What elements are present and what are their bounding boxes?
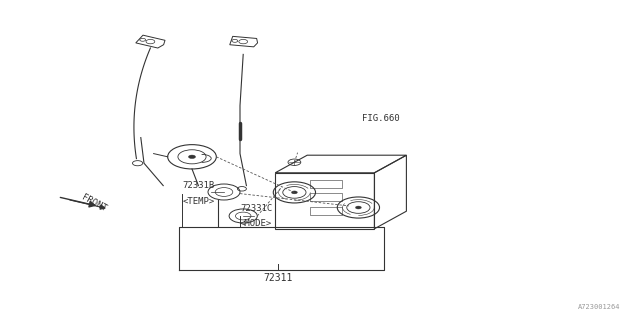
Text: 72331B: 72331B bbox=[182, 181, 214, 190]
Text: FIG.660: FIG.660 bbox=[362, 114, 399, 123]
Text: 72331C: 72331C bbox=[240, 204, 272, 213]
Text: <TEMP>: <TEMP> bbox=[182, 197, 214, 206]
Text: FRONT: FRONT bbox=[80, 193, 108, 213]
Text: 72311: 72311 bbox=[264, 273, 293, 284]
Circle shape bbox=[291, 191, 298, 194]
Text: <MODE>: <MODE> bbox=[240, 219, 272, 228]
Circle shape bbox=[188, 155, 196, 159]
Text: A723001264: A723001264 bbox=[579, 304, 621, 310]
Circle shape bbox=[355, 206, 362, 209]
